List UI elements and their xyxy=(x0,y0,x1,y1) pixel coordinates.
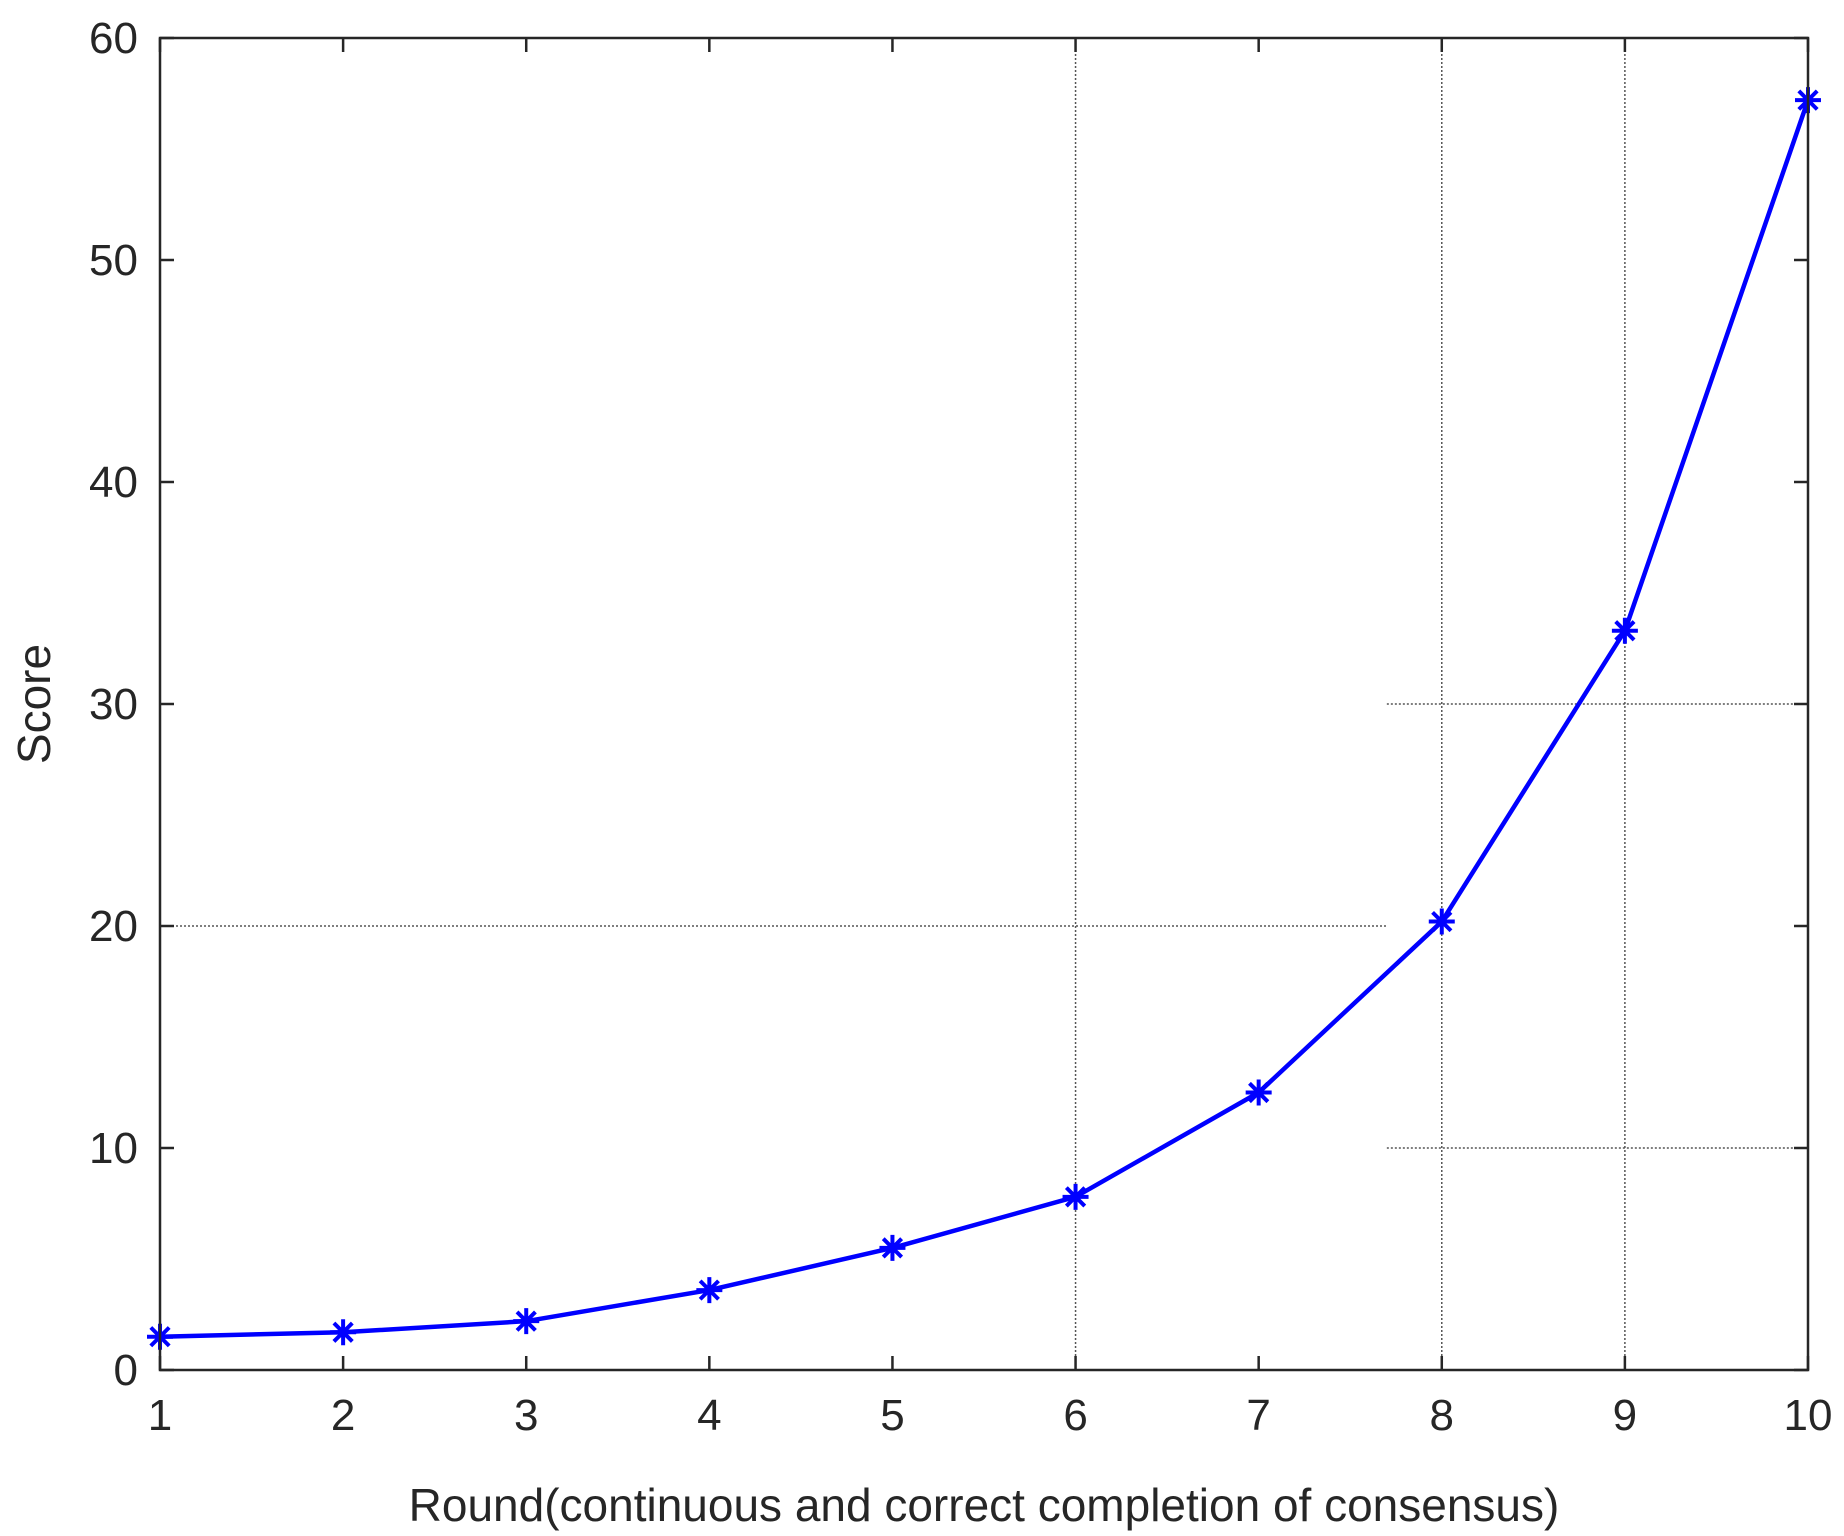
data-point-marker xyxy=(513,1308,540,1335)
y-tick-label: 60 xyxy=(89,14,138,63)
x-tick-label: 1 xyxy=(148,1391,172,1440)
y-axis-label: Score xyxy=(8,644,60,764)
data-point-marker xyxy=(1062,1183,1089,1210)
x-tick-label: 8 xyxy=(1430,1391,1454,1440)
y-tick-label: 40 xyxy=(89,458,138,507)
data-point-marker xyxy=(330,1319,357,1346)
y-tick-label: 10 xyxy=(89,1124,138,1173)
x-tick-label: 5 xyxy=(880,1391,904,1440)
series-line xyxy=(159,99,1811,1339)
y-tick-label: 20 xyxy=(89,902,138,951)
y-tick-label: 0 xyxy=(114,1346,138,1395)
data-point-marker xyxy=(1611,617,1638,644)
x-tick-label: 6 xyxy=(1063,1391,1087,1440)
x-axis-label: Round(continuous and correct completion … xyxy=(409,1479,1560,1531)
reference-lines xyxy=(160,38,1808,1370)
data-point-marker xyxy=(1245,1079,1272,1106)
data-point-marker xyxy=(1428,908,1455,935)
data-point-marker xyxy=(696,1277,723,1304)
x-tick-label: 7 xyxy=(1246,1391,1270,1440)
x-tick-label: 10 xyxy=(1784,1391,1833,1440)
x-tick-label: 3 xyxy=(514,1391,538,1440)
x-tick-label: 2 xyxy=(331,1391,355,1440)
x-tick-label: 4 xyxy=(697,1391,721,1440)
data-point-marker xyxy=(879,1234,906,1261)
y-tick-label: 50 xyxy=(89,236,138,285)
y-tick-label: 30 xyxy=(89,680,138,729)
axis-ticks: 1 2 3 4 5 6 7 8 9 10 0 10 20 30 40 50 60 xyxy=(89,14,1832,1440)
x-tick-label: 9 xyxy=(1613,1391,1637,1440)
